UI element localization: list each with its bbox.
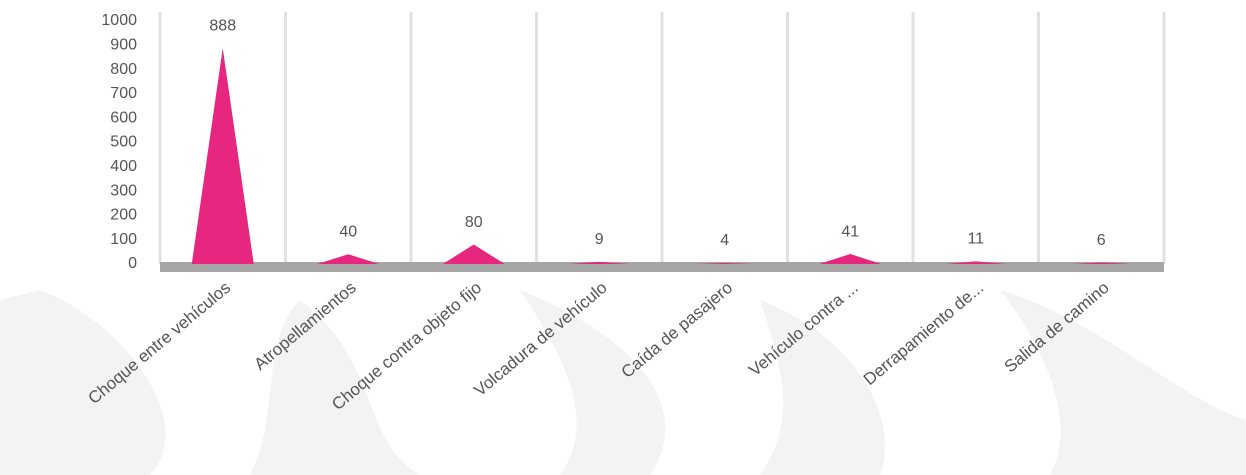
y-tick-label: 300	[110, 182, 137, 199]
triangle-bar	[944, 261, 1007, 264]
triangle-bar	[442, 244, 505, 264]
value-label: 41	[841, 223, 859, 240]
value-label: 9	[595, 231, 604, 248]
y-tick-label: 900	[110, 37, 137, 54]
triangle-bar	[1070, 262, 1133, 264]
value-label: 6	[1097, 232, 1106, 249]
y-tick-label: 200	[110, 207, 137, 224]
y-tick-label: 500	[110, 134, 137, 151]
value-label: 888	[209, 17, 236, 34]
triangle-bar	[317, 254, 380, 264]
triangle-bar	[568, 261, 631, 264]
x-tick-label: Derrapamiento de...	[860, 278, 987, 389]
y-tick-label: 600	[110, 109, 137, 126]
floor	[160, 262, 1164, 272]
y-tick-label: 100	[110, 231, 137, 248]
y-tick-label: 1000	[101, 12, 137, 29]
triangle-bar	[191, 48, 254, 264]
y-tick-label: 400	[110, 158, 137, 175]
triangle-bar	[819, 254, 882, 264]
value-label: 80	[465, 214, 483, 231]
y-tick-label: 0	[128, 255, 137, 272]
x-tick-label: Caída de pasajero	[618, 278, 737, 382]
y-tick-label: 700	[110, 85, 137, 102]
value-label: 40	[339, 223, 357, 240]
y-tick-label: 800	[110, 61, 137, 78]
background-pattern	[0, 290, 1246, 475]
value-label: 4	[720, 232, 729, 249]
triangle-bar	[693, 263, 756, 264]
value-label: 11	[967, 231, 984, 248]
